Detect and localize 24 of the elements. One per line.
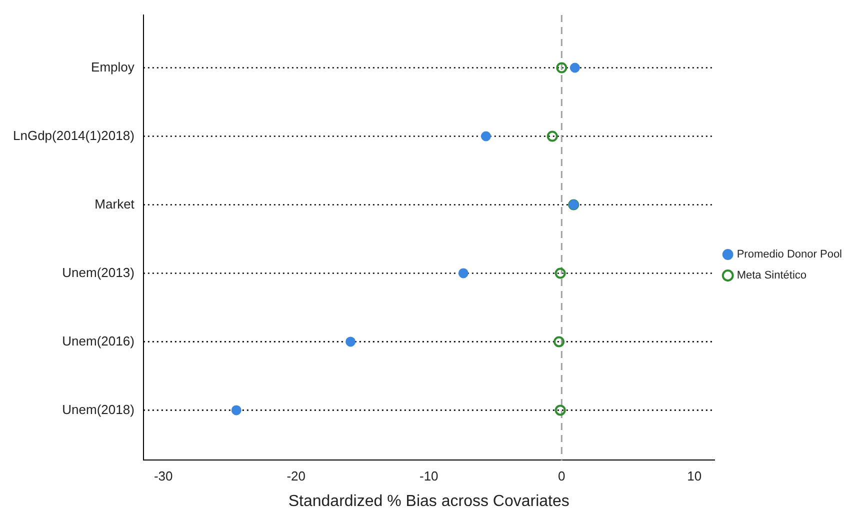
point — [480, 131, 491, 142]
point — [554, 404, 566, 416]
x-tick-label: -20 — [286, 468, 306, 484]
point — [458, 268, 468, 278]
x-tick-label: -30 — [154, 468, 173, 484]
x-tick-label: -10 — [419, 468, 438, 484]
y-tick-label: Employ — [91, 59, 135, 74]
x-tick-label: 0 — [558, 468, 566, 484]
point — [346, 336, 356, 347]
x-tick-label: 10 — [687, 468, 702, 484]
y-tick-label: Unem(2013) — [62, 264, 134, 280]
legend-label: Promedio Donor Pool — [736, 248, 842, 261]
y-tick-label: Unem(2016) — [62, 333, 134, 348]
point — [546, 130, 558, 142]
point — [231, 405, 242, 416]
point — [554, 268, 566, 279]
y-tick-label: Unem(2018) — [62, 402, 134, 417]
point — [553, 336, 564, 348]
y-tick-label: Market — [94, 196, 135, 212]
x-axis-title: Standardized % Bias across Covariates — [288, 492, 570, 510]
point — [570, 62, 580, 73]
point — [556, 62, 568, 74]
legend-label: Meta Sintético — [736, 270, 807, 282]
y-tick-label: LnGdp(2014(1)2018) — [12, 128, 134, 143]
